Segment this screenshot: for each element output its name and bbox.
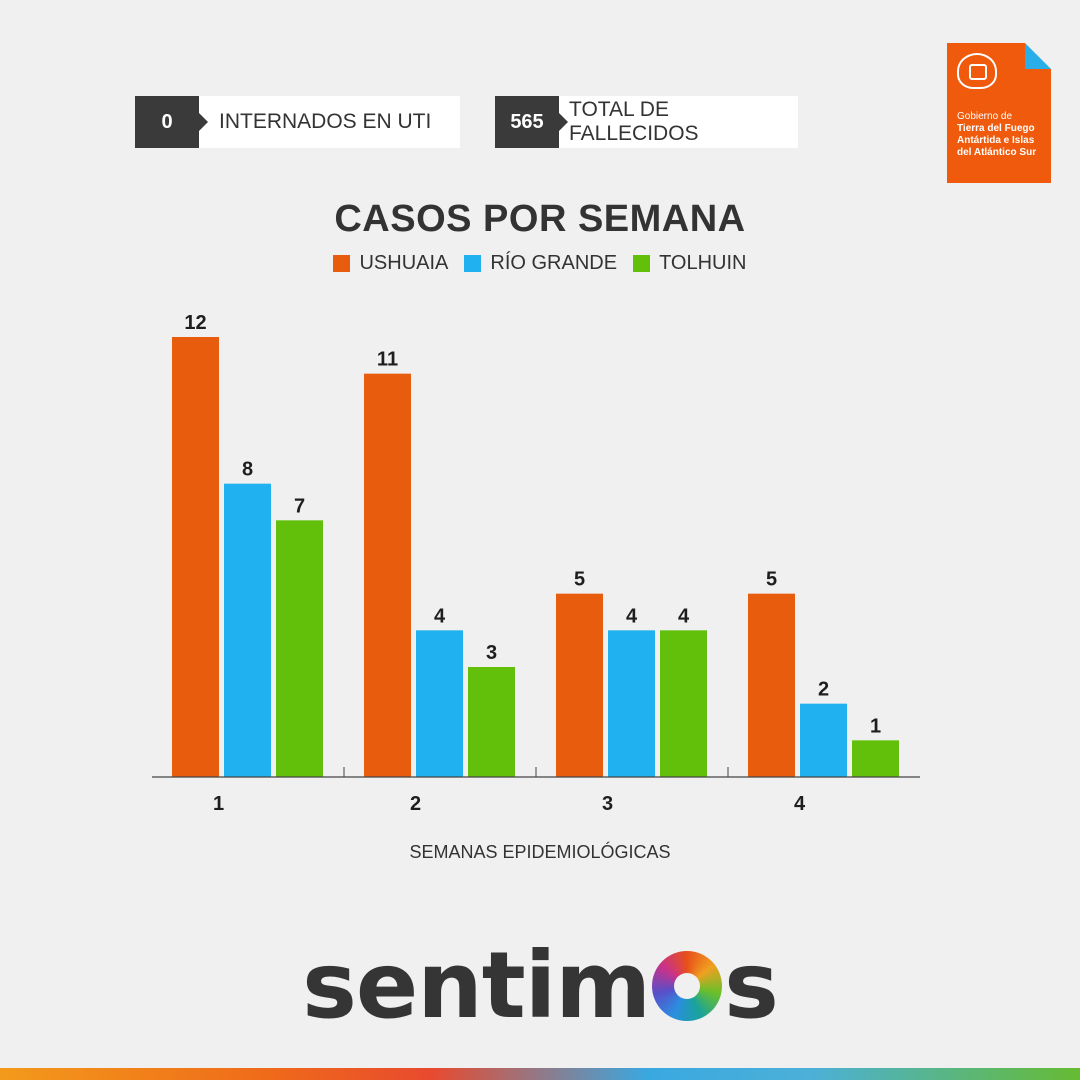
bar-ushuaia-week-3 — [556, 593, 603, 777]
bar-rio-grande-week-3 — [608, 630, 655, 777]
x-tick-label-4: 4 — [794, 793, 806, 815]
legend-item-rio-grande: RÍO GRANDE — [464, 252, 617, 275]
x-tick-label-3: 3 — [602, 793, 613, 815]
value-label-ushuaia-week-3: 5 — [574, 569, 585, 591]
chart-title: CASOS POR SEMANA — [334, 198, 746, 240]
government-logo-line2: Tierra del Fuego — [957, 123, 1035, 134]
bar-ushuaia-week-1 — [172, 337, 219, 777]
bar-tolhuin-week-1 — [276, 520, 323, 777]
bottom-color-bar — [0, 1068, 1080, 1080]
stat-internados: 0 INTERNADOS EN UTI — [135, 96, 460, 148]
legend-label-ushuaia: USHUAIA — [359, 252, 449, 274]
colorful-o-icon — [652, 951, 723, 1021]
x-tick-label-2: 2 — [410, 793, 421, 815]
bar-tolhuin-week-2 — [468, 667, 515, 777]
legend-swatch-rio-grande — [464, 255, 482, 272]
bar-tolhuin-week-3 — [660, 630, 707, 777]
bar-rio-grande-week-2 — [416, 630, 463, 777]
value-label-rio-grande-week-3: 4 — [626, 605, 638, 627]
legend-item-ushuaia: USHUAIA — [333, 252, 448, 275]
bar-ushuaia-week-2 — [364, 373, 411, 777]
stat-fallecidos-value: 565 — [495, 96, 568, 148]
legend-swatch-tolhuin — [633, 255, 651, 272]
value-label-tolhuin-week-2: 3 — [486, 642, 497, 664]
legend-label-tolhuin: TOLHUIN — [659, 252, 747, 274]
chart-legend: USHUAIA RÍO GRANDE TOLHUIN — [0, 252, 1080, 275]
value-label-ushuaia-week-1: 12 — [184, 312, 206, 334]
bar-ushuaia-week-4 — [748, 593, 795, 777]
legend-label-rio-grande: RÍO GRANDE — [490, 252, 618, 274]
stat-fallecidos: 565 TOTAL DE FALLECIDOS — [495, 96, 798, 148]
brand-suffix: s — [724, 932, 779, 1039]
value-label-ushuaia-week-4: 5 — [766, 569, 777, 591]
value-label-tolhuin-week-1: 7 — [294, 495, 305, 517]
government-logo-line3: Antártida e Islas — [957, 135, 1035, 146]
value-label-rio-grande-week-4: 2 — [818, 679, 829, 701]
x-axis-title: SEMANAS EPIDEMIOLÓGICAS — [409, 842, 671, 862]
value-label-rio-grande-week-1: 8 — [242, 459, 253, 481]
government-logo-line4: del Atlántico Sur — [957, 147, 1037, 158]
coat-of-arms-icon — [957, 53, 997, 89]
sentimos-logo: sentim s — [0, 932, 1080, 1039]
x-tick-label-1: 1 — [213, 793, 224, 815]
government-logo-line1: Gobierno de — [957, 111, 1013, 122]
government-logo: Gobierno de Tierra del Fuego Antártida e… — [947, 43, 1051, 183]
stat-internados-label: INTERNADOS EN UTI — [199, 96, 460, 148]
legend-item-tolhuin: TOLHUIN — [633, 252, 747, 275]
value-label-tolhuin-week-4: 1 — [870, 715, 881, 737]
value-label-tolhuin-week-3: 4 — [678, 605, 690, 627]
brand-prefix: sentim — [302, 932, 651, 1039]
page-fold-icon — [1025, 43, 1051, 69]
value-label-rio-grande-week-2: 4 — [434, 605, 446, 627]
bar-rio-grande-week-4 — [800, 703, 847, 777]
bar-tolhuin-week-4 — [852, 740, 899, 777]
bar-rio-grande-week-1 — [224, 483, 271, 777]
stat-internados-value: 0 — [135, 96, 208, 148]
legend-swatch-ushuaia — [333, 255, 351, 272]
value-label-ushuaia-week-2: 11 — [377, 349, 398, 371]
stat-fallecidos-label: TOTAL DE FALLECIDOS — [559, 96, 798, 148]
